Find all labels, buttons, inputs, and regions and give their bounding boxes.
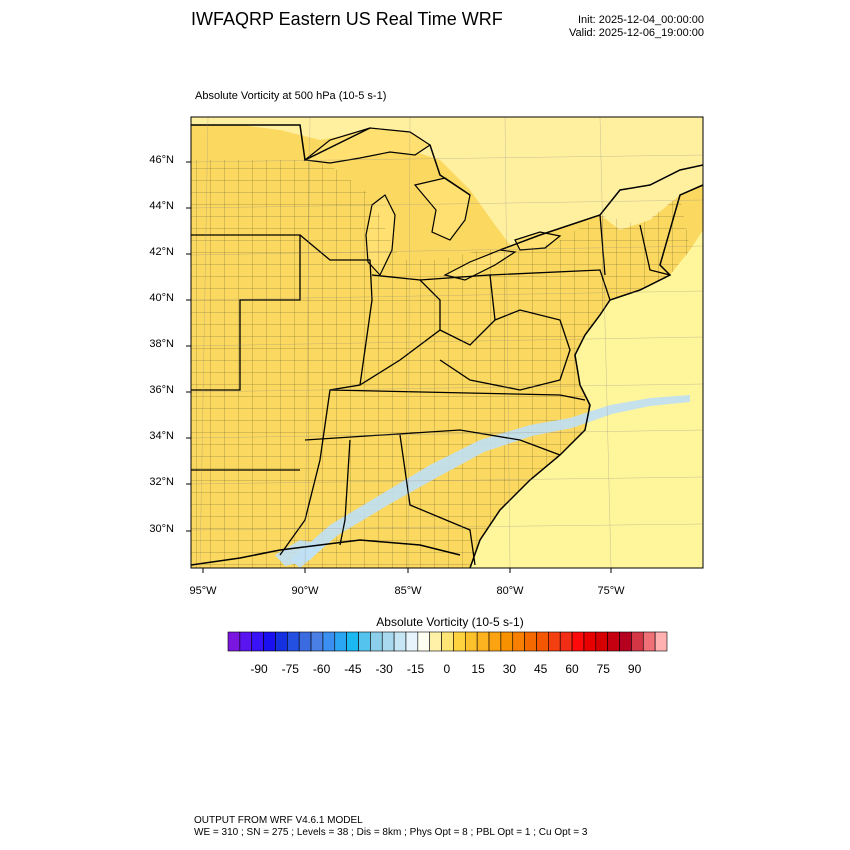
county-lines (191, 160, 690, 568)
colorbar-label: 15 (471, 662, 485, 676)
colorbar-box (405, 631, 419, 652)
colorbar-label: -75 (281, 662, 299, 676)
colorbar-box (464, 631, 478, 652)
colorbar-box (500, 631, 514, 652)
colorbar-box (334, 631, 347, 652)
colorbar-label: 90 (627, 662, 642, 676)
lat-label: 44°N (149, 200, 174, 212)
lake-superior (303, 127, 432, 164)
canada-border (191, 124, 703, 251)
colorbar-box (239, 631, 253, 652)
colorbar-box (559, 631, 573, 652)
lon-label: 80°W (496, 585, 524, 597)
lat-label: 32°N (149, 476, 174, 488)
lon-label: 85°W (394, 585, 422, 597)
colorbar-box (595, 631, 608, 652)
plot-subtitle: Absolute Vorticity at 500 hPa (10-5 s-1) (195, 90, 387, 102)
lon-label: 95°W (189, 585, 217, 597)
colorbar-box (524, 631, 537, 652)
colorbar-box (476, 631, 490, 652)
colorbar-label: -45 (344, 662, 362, 676)
coastline (469, 184, 703, 568)
colorbar-box (607, 631, 620, 652)
valid-time: Valid: 2025-12-06_19:00:00 (569, 27, 704, 39)
lat-label: 40°N (149, 292, 174, 304)
gulf-coast (191, 539, 461, 566)
colorbar-label: 0 (443, 662, 451, 676)
lat-label: 46°N (149, 154, 174, 166)
lat-label: 34°N (149, 430, 174, 442)
colorbar-label: 60 (565, 662, 579, 676)
colorbar-box (358, 631, 371, 652)
colorbar-box (346, 631, 359, 652)
colorbar-box (488, 631, 502, 652)
lat-label: 42°N (149, 246, 174, 258)
colorbar-label: -60 (312, 662, 331, 676)
lon-label: 75°W (597, 585, 625, 597)
colorbar-box (619, 631, 632, 652)
plot-frame (190, 116, 704, 569)
colorbar-box (583, 631, 597, 652)
colorbar-box (275, 631, 288, 652)
colorbar-box (251, 631, 264, 652)
colorbar-box (322, 631, 336, 652)
colorbar-label: -90 (250, 662, 268, 676)
colorbar-box (227, 631, 241, 652)
colorbar-box (548, 631, 561, 652)
colorbar-box (417, 631, 430, 652)
state-borders (191, 214, 671, 566)
colorbar-box (370, 631, 383, 652)
lat-label: 38°N (149, 338, 174, 350)
colorbar-box (441, 631, 454, 652)
colorbar-box (631, 631, 644, 652)
colorbar-box (298, 631, 312, 652)
colorbar-label: 75 (596, 662, 610, 676)
colorbar-box (429, 631, 442, 652)
colorbar-box (642, 631, 656, 652)
map-title: IWFAQRP Eastern US Real Time WRF (191, 9, 503, 29)
colorbar-box (654, 631, 668, 652)
footer-config: WE = 310 ; SN = 275 ; Levels = 38 ; Dis … (194, 827, 588, 838)
colorbar (227, 631, 668, 652)
lat-label: 30°N (149, 523, 174, 535)
colorbar-label: -15 (406, 662, 425, 676)
init-time: Init: 2025-12-04_00:00:00 (578, 14, 704, 26)
colorbar-box (571, 631, 585, 652)
footer: OUTPUT FROM WRF V4.6.1 MODEL WE = 310 ; … (194, 815, 587, 839)
colorbar-label: 30 (502, 662, 517, 676)
graticule (191, 117, 703, 568)
colorbar-box (393, 631, 407, 652)
colorbar-box (536, 631, 549, 652)
colorbar-label: -30 (375, 662, 393, 676)
colorbar-box (381, 631, 395, 652)
colorbar-label: 45 (534, 662, 548, 676)
colorbar-box (263, 631, 276, 652)
time-info: Init: 2025-12-04_00:00:00 Valid: 2025-12… (569, 14, 704, 40)
canada-field (191, 117, 703, 245)
colorbar-box (512, 631, 525, 652)
footer-model: OUTPUT FROM WRF V4.6.1 MODEL (194, 815, 363, 826)
lon-label: 90°W (291, 585, 319, 597)
colorbar-box (310, 631, 324, 652)
colorbar-title: Absolute Vorticity (10-5 s-1) (376, 615, 524, 629)
axis-ticks (186, 161, 612, 573)
lat-label: 36°N (149, 384, 174, 396)
colorbar-box (287, 631, 300, 652)
colorbar-box (453, 631, 466, 652)
ocean-field (470, 117, 703, 568)
